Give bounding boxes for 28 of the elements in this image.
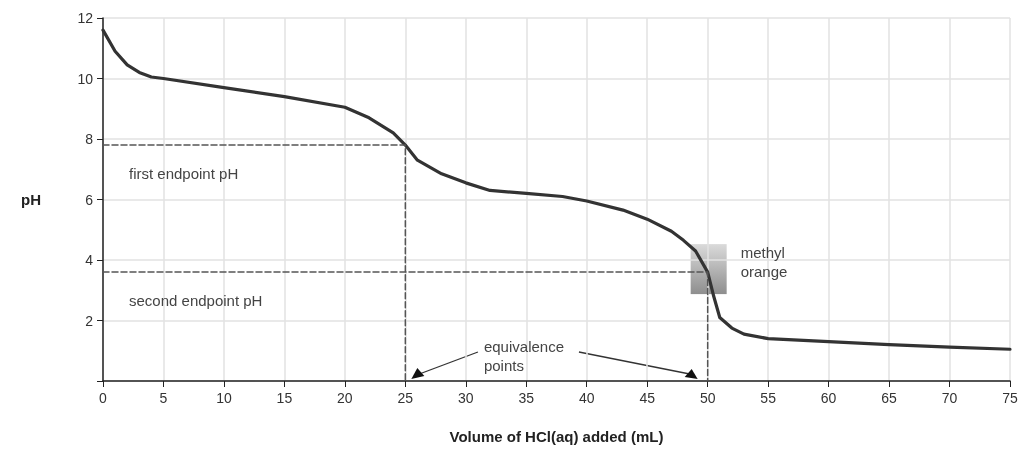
y-tick-label: 10 [77,70,94,87]
x-tick-label: 65 [881,390,898,406]
x-tick-label: 70 [941,390,958,406]
x-tick-label: 35 [518,390,535,406]
x-tick-label: 55 [760,390,777,406]
annotation: second endpoint pH [129,292,263,310]
y-axis-title: pH [21,191,41,208]
y-tick-label: 6 [85,191,94,208]
x-axis-title: Volume of HCl(aq) added (mL) [449,428,664,445]
annotation: methyl orange [740,244,788,281]
x-tick-label: 15 [276,390,293,406]
x-tick-label: 0 [99,390,108,406]
x-tick-label: 20 [337,390,353,406]
x-tick-label: 30 [458,390,474,406]
annotation: equivalence points [483,337,565,375]
x-tick-label: 25 [397,390,414,406]
y-tick-label: 4 [85,252,94,268]
x-tick-label: 40 [578,390,595,406]
x-tick-label: 5 [159,390,168,406]
y-tick-label: 12 [77,10,94,26]
x-tick-label: 60 [820,390,837,406]
y-tick-label: 2 [85,312,94,329]
x-tick-label: 75 [1002,390,1018,406]
x-tick-label: 10 [216,390,232,406]
x-tick-label: 50 [699,390,716,406]
y-tick-label: 8 [85,131,94,147]
annotation: first endpoint pH [129,165,239,183]
x-tick-label: 45 [639,390,656,406]
